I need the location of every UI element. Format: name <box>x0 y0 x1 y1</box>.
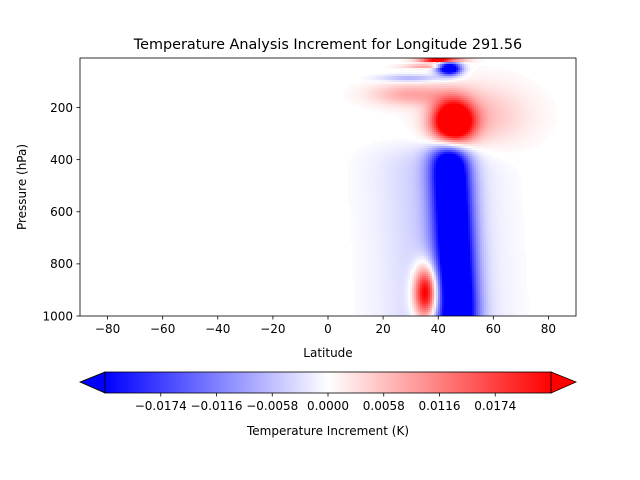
x-tick-label: −60 <box>150 322 175 336</box>
chart-title: Temperature Analysis Increment for Longi… <box>133 37 522 53</box>
colorbar-ticks: −0.0174 −0.0116 −0.0058 0.0000 0.0058 0.0116 0… <box>135 393 516 413</box>
colorbar-gradient <box>104 371 552 394</box>
y-tick-label: 1000 <box>42 309 73 323</box>
colorbar-tick-label: 0.0116 <box>419 399 461 413</box>
y-axis-label: Pressure (hPa) <box>15 144 29 230</box>
colorbar: −0.0174 −0.0116 −0.0058 0.0000 0.0058 0.0116 0… <box>78 371 578 438</box>
colorbar-tick-label: −0.0116 <box>190 399 242 413</box>
colorbar-tick-label: 0.0174 <box>474 399 516 413</box>
y-tick-label: 200 <box>50 101 73 115</box>
x-tick-label: 0 <box>324 322 332 336</box>
x-tick-label: 80 <box>541 322 556 336</box>
x-axis-label: Latitude <box>303 346 352 360</box>
colorbar-tick-label: 0.0058 <box>363 399 405 413</box>
plot-area: −80 −60 −40 −20 0 20 40 60 80 200 400 600 800 1000 <box>42 57 577 336</box>
colorbar-extend-min <box>78 371 106 394</box>
x-tick-label: 40 <box>431 322 446 336</box>
x-tick-label: −20 <box>260 322 285 336</box>
y-axis-ticks: 200 400 600 800 1000 <box>42 101 80 323</box>
colorbar-tick-label: −0.0174 <box>135 399 187 413</box>
colorbar-tick-label: 0.0000 <box>307 399 349 413</box>
colorbar-label: Temperature Increment (K) <box>246 424 409 438</box>
x-tick-label: 20 <box>375 322 390 336</box>
y-tick-label: 600 <box>50 205 73 219</box>
x-axis-ticks: −80 −60 −40 −20 0 20 40 60 80 <box>95 316 556 336</box>
colorbar-tick-label: −0.0058 <box>246 399 298 413</box>
x-tick-label: −40 <box>205 322 230 336</box>
x-tick-label: −80 <box>95 322 120 336</box>
x-tick-label: 60 <box>486 322 501 336</box>
heatmap-field <box>344 58 557 316</box>
colorbar-extend-max <box>550 371 578 394</box>
y-tick-label: 400 <box>50 153 73 167</box>
y-tick-label: 800 <box>50 257 73 271</box>
